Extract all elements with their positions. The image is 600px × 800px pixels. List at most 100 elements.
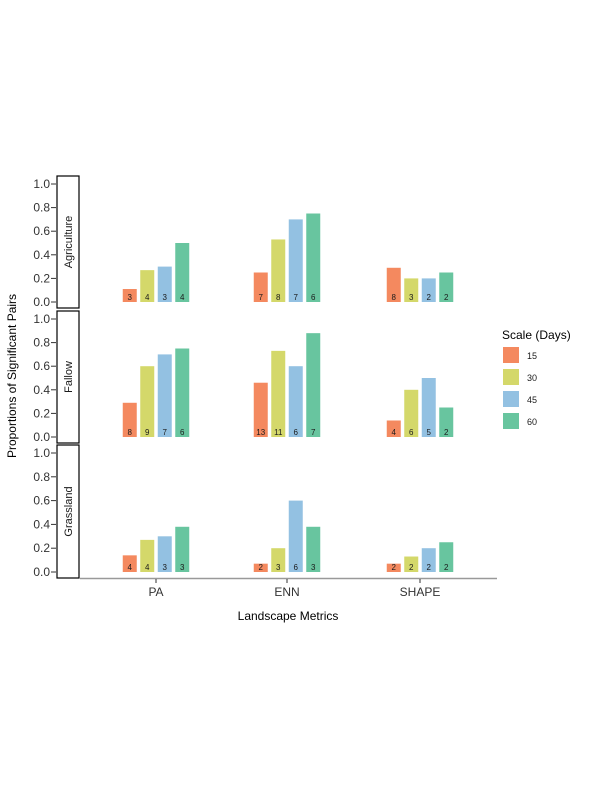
y-tick-label: 0.6 [33,494,50,508]
y-tick-label: 0.6 [33,359,50,373]
bar [404,556,419,572]
bar [122,402,137,437]
bar-count-label: 7 [294,293,299,302]
bar [253,272,268,302]
y-tick-label: 1.0 [33,446,50,460]
bar-count-label: 2 [444,293,449,302]
bar-count-label: 7 [163,428,168,437]
y-tick-label: 0.0 [33,565,50,579]
bar [271,350,286,437]
panel-grassland: Grassland 0.0 0.2 0.4 0.6 0.8 1.0 4 4 3 3 2 3 6 3 2 2 2 2 [33,444,454,579]
panel-fallow: Fallow 0.0 0.2 0.4 0.6 0.8 1.0 8 9 7 6 13 11 6 7 4 6 5 2 [33,310,454,444]
bar [157,266,172,302]
legend: 15 30 45 60 [503,347,537,429]
y-tick-label: 1.0 [33,312,50,326]
bar-count-label: 13 [256,428,265,437]
bar [404,389,419,437]
bar [306,333,321,437]
bar-count-label: 6 [180,428,185,437]
y-tick-label: 0.4 [33,517,50,531]
bar-count-label: 6 [409,428,414,437]
legend-label: 30 [527,373,537,383]
bar [122,289,137,302]
bar-count-label: 4 [392,428,397,437]
bar [157,536,172,572]
panel-agriculture: Agriculture 0.0 0.2 0.4 0.6 0.8 1.0 3 4 3 4 7 8 7 6 8 3 2… [33,175,454,309]
bar [157,354,172,437]
facet-strip [56,175,80,309]
y-tick-label: 0.6 [33,224,50,238]
bar [439,272,454,302]
bar-count-label: 2 [427,293,432,302]
legend-title: Scale (Days) [502,328,571,342]
y-tick-label: 1.0 [33,177,50,191]
bar-count-label: 3 [311,563,316,572]
y-tick-label: 0.2 [33,271,50,285]
bar [271,239,286,302]
bar [140,270,155,302]
bar-count-label: 8 [128,428,133,437]
bar-count-label: 3 [128,293,133,302]
bar-count-label: 7 [259,293,264,302]
bar [288,366,303,437]
bar-count-label: 8 [276,293,281,302]
bar-count-label: 2 [259,563,264,572]
bar [421,278,436,302]
y-tick-label: 0.4 [33,248,50,262]
facet-strip [56,444,80,579]
bar [175,526,190,572]
bar [175,348,190,437]
bar-count-label: 2 [444,563,449,572]
bar-count-label: 2 [427,563,432,572]
bar [140,366,155,437]
bar-count-label: 6 [294,563,299,572]
bar-count-label: 3 [409,293,414,302]
bar-count-label: 2 [392,563,397,572]
y-tick-label: 0.8 [33,336,50,350]
bar-count-label: 2 [409,563,414,572]
y-tick-label: 0.4 [33,383,50,397]
bar [288,500,303,572]
legend-swatch [503,347,519,363]
legend-label: 45 [527,395,537,405]
facet-label: Grassland [63,486,75,536]
facet-label: Fallow [63,361,75,393]
bar-count-label: 4 [145,293,150,302]
bar-count-label: 4 [145,563,150,572]
bar-count-label: 6 [294,428,299,437]
legend-swatch [503,413,519,429]
bar-count-label: 3 [276,563,281,572]
y-tick-label: 0.8 [33,470,50,484]
bar-count-label: 3 [163,563,168,572]
bar [439,407,454,437]
x-tick-label: ENN [274,585,299,599]
bar [253,382,268,437]
x-axis-title: Landscape Metrics [238,609,339,623]
bar [386,267,401,302]
y-axis-title: Proportions of Significant Pairs [5,294,19,458]
bar [122,555,137,572]
y-tick-label: 0.8 [33,201,50,215]
bar [386,420,401,437]
legend-label: 15 [527,351,537,361]
bar [404,278,419,302]
bar [421,548,436,572]
bar [439,542,454,572]
x-tick-label: SHAPE [400,585,441,599]
bar [288,219,303,302]
bar-count-label: 4 [180,293,185,302]
y-tick-label: 0.0 [33,295,50,309]
y-tick-label: 0.2 [33,541,50,555]
facet-strip [56,310,80,444]
bar-count-label: 8 [392,293,397,302]
legend-label: 60 [527,417,537,427]
bar [140,539,155,572]
bar [421,378,436,437]
y-tick-label: 0.0 [33,430,50,444]
bar [386,563,401,572]
bar-count-label: 2 [444,428,449,437]
bar [306,526,321,572]
x-tick-label: PA [148,585,163,599]
bar-count-label: 4 [128,563,133,572]
